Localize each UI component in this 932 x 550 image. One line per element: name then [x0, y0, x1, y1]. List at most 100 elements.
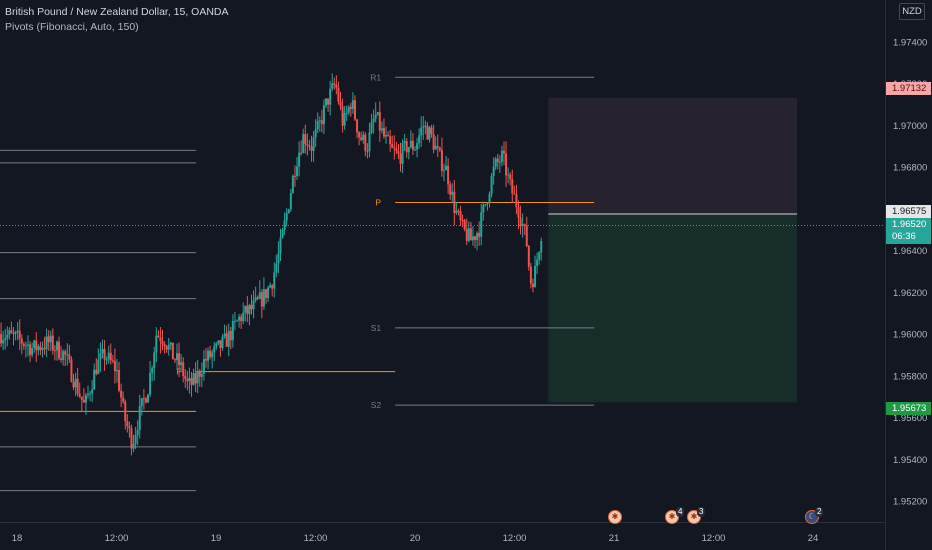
candle-body: [496, 158, 499, 162]
candle-body: [362, 134, 365, 141]
y-tick-label: 1.97000: [893, 121, 927, 132]
x-tick-label: 19: [211, 533, 222, 544]
candle-body: [99, 353, 102, 360]
candle-body: [29, 344, 32, 356]
candle-body: [523, 224, 526, 226]
candle-body: [519, 217, 522, 227]
candle-body: [474, 236, 477, 240]
candle-body: [447, 165, 450, 185]
candle-body: [225, 333, 228, 347]
candle-body: [95, 369, 98, 374]
candle-body: [382, 128, 385, 137]
candle-body: [41, 348, 44, 350]
candle-body: [62, 351, 65, 361]
candle-body: [89, 393, 92, 395]
candle-body: [347, 106, 350, 113]
candle-body: [521, 224, 524, 227]
candle-body: [513, 193, 516, 195]
candle-body: [171, 342, 174, 360]
candle-body: [401, 143, 404, 164]
candle-body: [130, 428, 133, 449]
last-price-badge: 1.96520 06:36: [886, 218, 931, 244]
candle-body: [149, 372, 152, 395]
candle-body: [155, 335, 158, 353]
candle-body: [275, 263, 278, 273]
flag-icon[interactable]: ✱: [608, 510, 622, 524]
candle-body: [53, 350, 56, 352]
y-tick-label: 1.96800: [893, 163, 927, 174]
candle-body: [302, 134, 305, 154]
candle-body: [463, 220, 466, 230]
currency-label[interactable]: NZD: [899, 3, 925, 20]
y-tick-label: 1.95200: [893, 497, 927, 508]
candle-body: [14, 332, 17, 334]
candle-body: [416, 143, 419, 150]
candle-body: [173, 359, 176, 361]
candle-body: [107, 352, 110, 360]
candle-body: [285, 212, 288, 221]
candle-body: [436, 145, 439, 148]
candle-body: [534, 265, 537, 288]
candle-body: [267, 287, 270, 299]
entry-price-badge: 1.96575: [886, 205, 931, 218]
candle-body: [405, 141, 408, 153]
event-count: 2: [815, 507, 824, 517]
flag-icon[interactable]: ✱: [665, 510, 679, 524]
candle-body: [333, 83, 336, 85]
event-count: 3: [697, 507, 706, 517]
candle-body: [488, 194, 491, 203]
candle-body: [482, 205, 485, 213]
candle-body: [70, 359, 73, 382]
candle-body: [91, 389, 94, 394]
candle-body: [163, 343, 166, 347]
candle-body: [486, 202, 489, 205]
candle-body: [101, 349, 104, 354]
candle-body: [198, 371, 201, 377]
candle-body: [252, 300, 255, 310]
candle-body: [490, 176, 493, 195]
indicator-label[interactable]: Pivots (Fibonacci, Auto, 150): [5, 21, 139, 33]
candle-body: [55, 341, 58, 351]
candle-body: [432, 134, 435, 150]
candle-body: [531, 283, 534, 288]
candle-body: [358, 132, 361, 138]
candle-body: [304, 134, 307, 145]
candle-body: [244, 305, 247, 313]
pivot-label: R1: [370, 72, 381, 82]
candle-body: [213, 346, 216, 353]
candle-body: [215, 343, 218, 347]
candle-body: [227, 331, 230, 347]
candle-body: [128, 426, 131, 429]
candle-body: [426, 125, 429, 140]
y-tick-label: 1.96400: [893, 246, 927, 257]
x-tick-label: 20: [410, 533, 421, 544]
candle-body: [84, 395, 87, 403]
candle-body: [391, 144, 394, 148]
candle-body: [393, 147, 396, 149]
candle-body: [33, 340, 36, 349]
candle-body: [78, 393, 81, 397]
candle-body: [118, 369, 121, 391]
candle-body: [525, 225, 528, 247]
candle-body: [484, 204, 487, 206]
candle-body: [147, 394, 150, 403]
candle-body: [182, 362, 185, 377]
candle-body: [194, 373, 197, 384]
candle-body: [453, 191, 456, 213]
candle-body: [480, 212, 483, 237]
y-tick-label: 1.95800: [893, 371, 927, 382]
candle-body: [211, 352, 214, 358]
candle-body: [258, 292, 261, 299]
candle-body: [527, 246, 530, 267]
candle-body: [124, 401, 127, 422]
candle-body: [153, 352, 156, 369]
candle-body: [385, 135, 388, 137]
candle-body: [351, 100, 354, 109]
candle-body: [445, 165, 448, 171]
candle-body: [66, 354, 69, 356]
candle-body: [411, 140, 414, 150]
candle-body: [389, 136, 392, 145]
candle-body: [300, 152, 303, 154]
candle-body: [459, 211, 462, 221]
